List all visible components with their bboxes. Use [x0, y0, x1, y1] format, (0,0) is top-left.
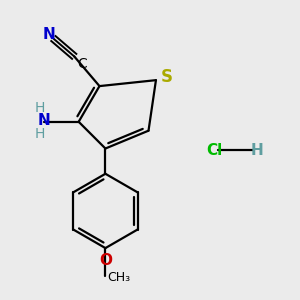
Text: S: S	[160, 68, 172, 85]
Text: N: N	[38, 113, 51, 128]
Text: N: N	[43, 28, 55, 43]
Text: H: H	[35, 127, 45, 141]
Text: Cl: Cl	[206, 142, 222, 158]
Text: H: H	[250, 142, 263, 158]
Text: H: H	[35, 101, 45, 116]
Text: C: C	[77, 57, 86, 71]
Text: CH₃: CH₃	[107, 271, 130, 284]
Text: O: O	[99, 253, 112, 268]
